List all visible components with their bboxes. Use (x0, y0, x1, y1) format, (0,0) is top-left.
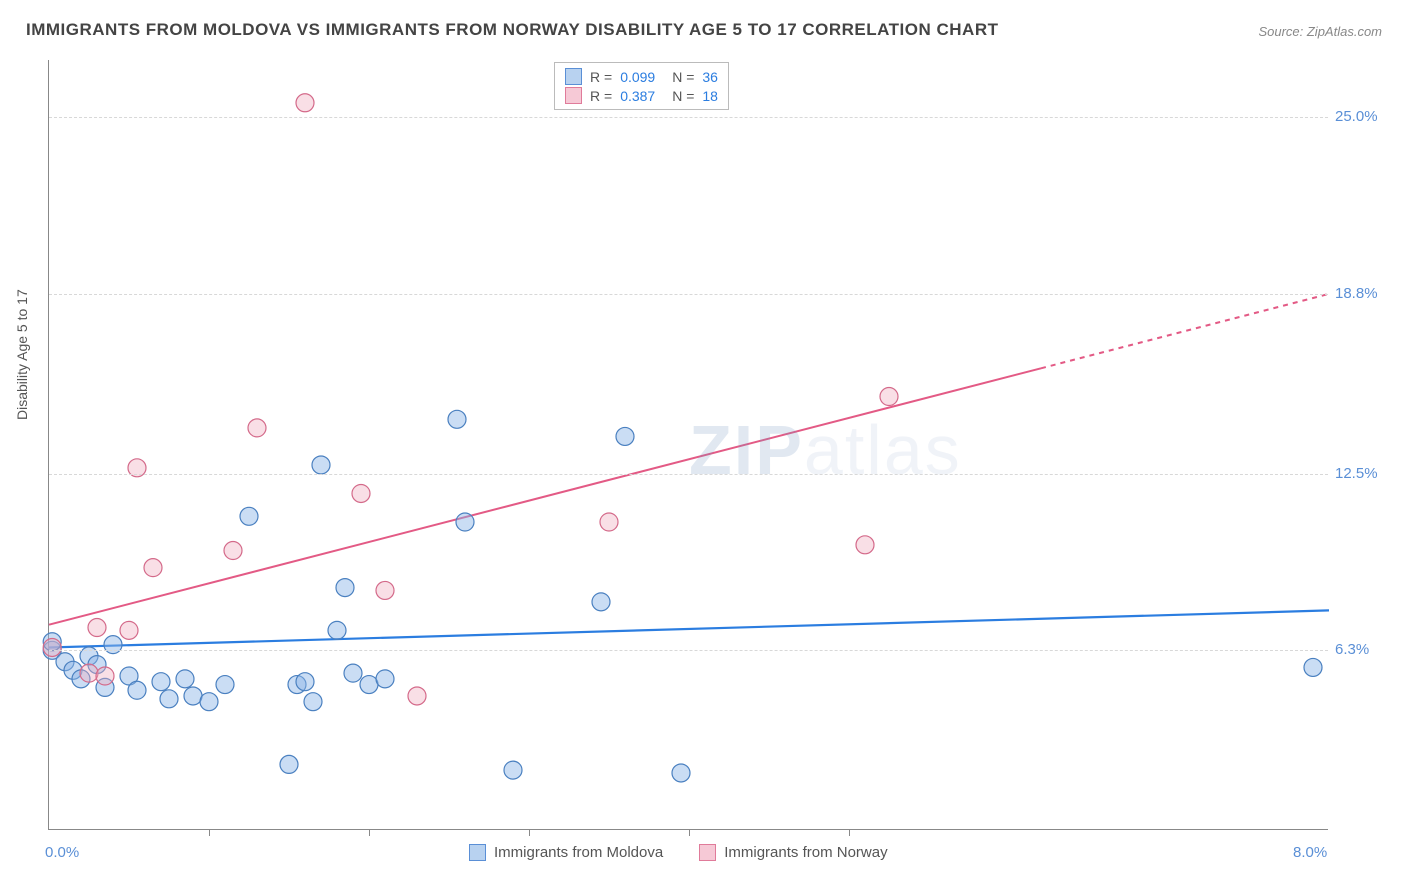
y-tick-label: 18.8% (1335, 285, 1390, 302)
y-tick-label: 25.0% (1335, 108, 1390, 125)
x-tick (529, 829, 530, 836)
data-point (600, 513, 618, 531)
data-point (672, 764, 690, 782)
data-point (144, 559, 162, 577)
data-point (408, 687, 426, 705)
swatch-moldova (565, 68, 582, 85)
data-point (592, 593, 610, 611)
data-point (88, 619, 106, 637)
data-point (344, 664, 362, 682)
data-point (856, 536, 874, 554)
data-point (176, 670, 194, 688)
gridline-h (49, 294, 1328, 295)
swatch-norway-icon (699, 844, 716, 861)
stats-row-moldova: R = 0.099 N = 36 (565, 67, 718, 86)
y-tick-label: 12.5% (1335, 465, 1390, 482)
data-point (152, 673, 170, 691)
data-point (240, 507, 258, 525)
data-point (128, 681, 146, 699)
legend-label-norway: Immigrants from Norway (724, 844, 887, 861)
data-point (43, 638, 61, 656)
data-point (376, 670, 394, 688)
series-legend: Immigrants from Moldova Immigrants from … (469, 844, 888, 861)
n-value-moldova: 36 (702, 69, 718, 85)
x-tick-label: 8.0% (1293, 844, 1327, 861)
data-point (216, 676, 234, 694)
data-point (120, 621, 138, 639)
data-point (200, 693, 218, 711)
data-point (304, 693, 322, 711)
data-point (352, 484, 370, 502)
source-credit: Source: ZipAtlas.com (1258, 24, 1382, 39)
data-point (376, 581, 394, 599)
plot-area: ZIPatlas R = 0.099 N = 36 R = 0.387 N = … (48, 60, 1328, 830)
swatch-norway (565, 87, 582, 104)
x-tick-label: 0.0% (45, 844, 79, 861)
data-point (184, 687, 202, 705)
y-tick-label: 6.3% (1335, 641, 1390, 658)
data-point (296, 673, 314, 691)
data-point (96, 667, 114, 685)
data-point (448, 410, 466, 428)
data-point (248, 419, 266, 437)
r-value-moldova: 0.099 (620, 69, 664, 85)
legend-item-moldova: Immigrants from Moldova (469, 844, 663, 861)
x-tick (369, 829, 370, 836)
chart-title: IMMIGRANTS FROM MOLDOVA VS IMMIGRANTS FR… (26, 20, 998, 40)
data-point (336, 579, 354, 597)
legend-label-moldova: Immigrants from Moldova (494, 844, 663, 861)
data-point (504, 761, 522, 779)
gridline-h (49, 474, 1328, 475)
gridline-h (49, 650, 1328, 651)
x-tick (849, 829, 850, 836)
data-point (224, 542, 242, 560)
x-tick (209, 829, 210, 836)
data-point (1304, 658, 1322, 676)
data-point (328, 621, 346, 639)
scatter-svg (49, 60, 1329, 830)
data-point (312, 456, 330, 474)
r-value-norway: 0.387 (620, 88, 664, 104)
data-point (880, 388, 898, 406)
legend-item-norway: Immigrants from Norway (699, 844, 887, 861)
swatch-moldova-icon (469, 844, 486, 861)
stats-legend: R = 0.099 N = 36 R = 0.387 N = 18 (554, 62, 729, 110)
n-value-norway: 18 (702, 88, 718, 104)
stats-row-norway: R = 0.387 N = 18 (565, 86, 718, 105)
data-point (616, 427, 634, 445)
data-point (296, 94, 314, 112)
data-point (360, 676, 378, 694)
data-point (160, 690, 178, 708)
gridline-h (49, 117, 1328, 118)
y-axis-label: Disability Age 5 to 17 (14, 289, 30, 420)
data-point (280, 755, 298, 773)
data-point (456, 513, 474, 531)
data-point (80, 664, 98, 682)
x-tick (689, 829, 690, 836)
